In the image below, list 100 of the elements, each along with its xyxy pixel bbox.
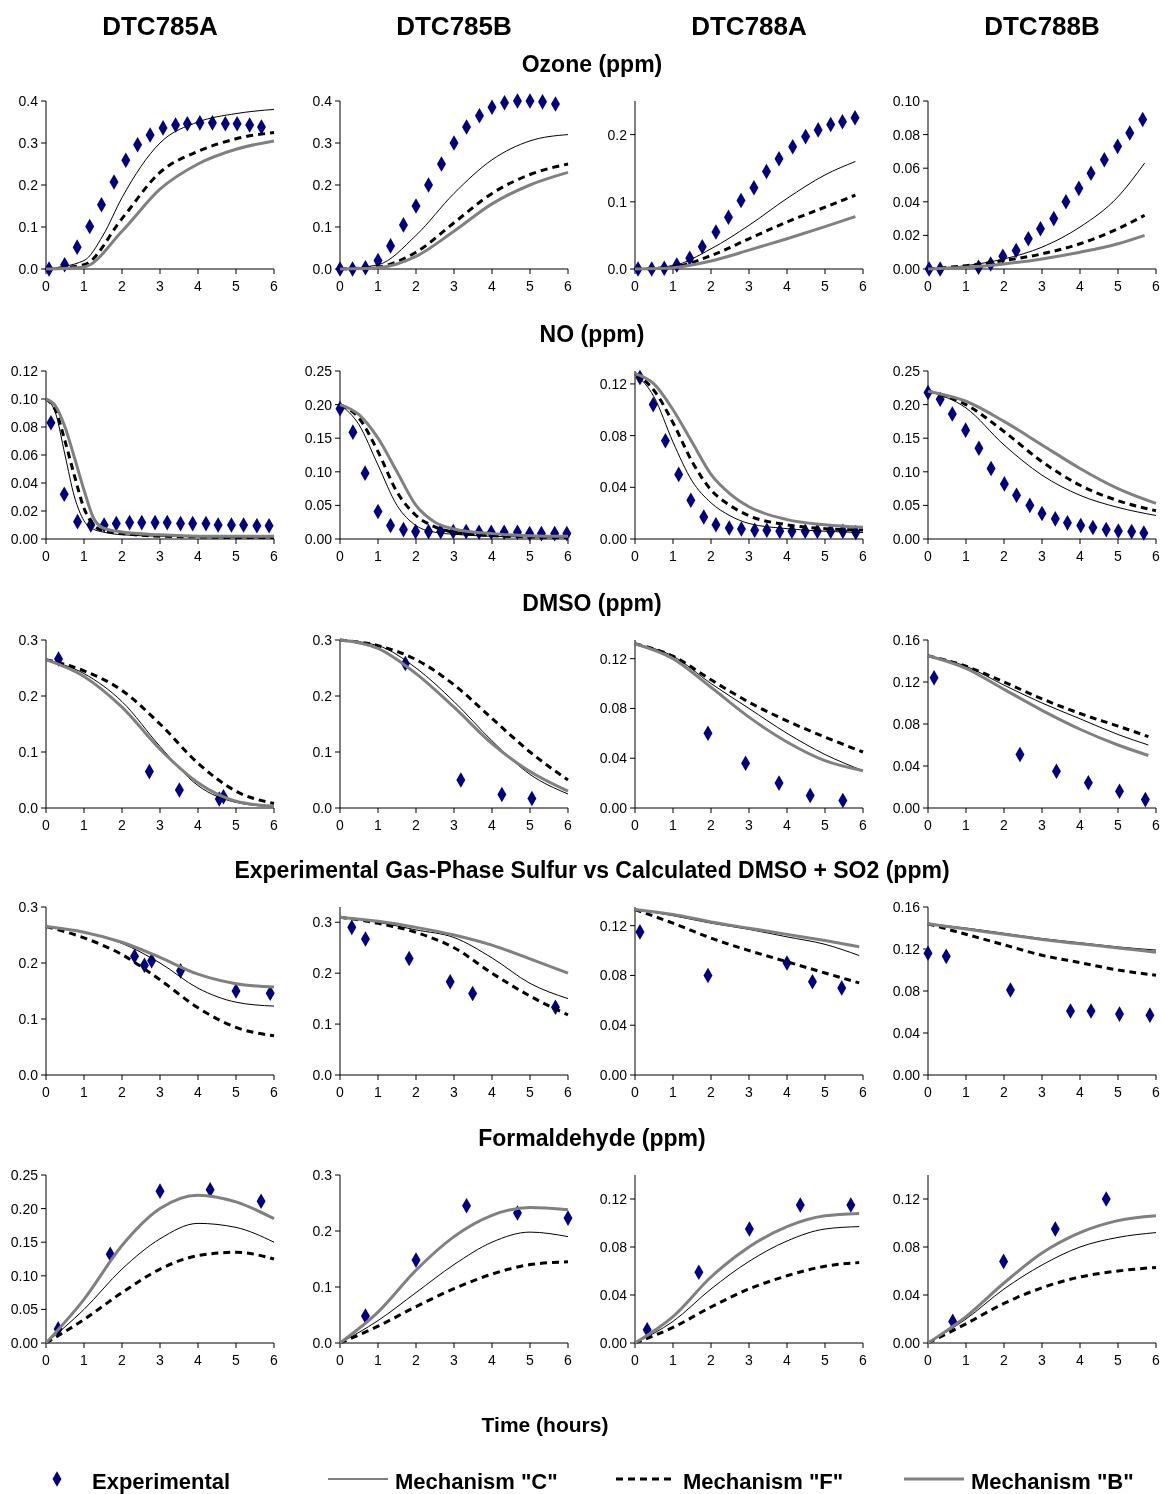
x-tick-label: 0	[631, 1352, 640, 1368]
y-tick-label: 0.2	[312, 176, 333, 193]
y-tick-label: 0.2	[18, 687, 39, 704]
x-tick-label: 4	[194, 1084, 203, 1100]
x-tick-label: 3	[156, 278, 165, 294]
y-tick-label: 0.20	[10, 1200, 39, 1217]
y-tick-label: 0.00	[599, 799, 628, 816]
x-tick-label: 5	[232, 817, 241, 833]
x-tick-label: 1	[80, 548, 89, 564]
y-tick-label: 0.15	[10, 1234, 39, 1251]
x-tick-label: 1	[962, 1084, 971, 1100]
chart-title: DTC788A	[691, 11, 808, 41]
x-tick-label: 2	[412, 817, 421, 833]
x-tick-label: 0	[336, 548, 345, 564]
x-tick-label: 2	[412, 548, 421, 564]
x-tick-label: 3	[156, 548, 165, 564]
y-tick-label: 0.20	[892, 396, 921, 413]
x-tick-label: 6	[1152, 817, 1161, 833]
x-tick-label: 6	[564, 817, 573, 833]
y-tick-label: 0.04	[892, 1286, 921, 1303]
y-tick-label: 0.0	[18, 799, 39, 816]
x-tick-label: 5	[526, 278, 535, 294]
y-tick-label: 0.4	[18, 92, 39, 109]
x-tick-label: 5	[232, 548, 241, 564]
x-tick-label: 3	[745, 817, 754, 833]
x-tick-label: 0	[631, 817, 640, 833]
y-tick-label: 0.08	[599, 1238, 628, 1255]
x-tick-label: 4	[1076, 1084, 1085, 1100]
x-tick-label: 4	[783, 548, 792, 564]
x-tick-label: 4	[783, 817, 792, 833]
x-tick-label: 4	[194, 1352, 203, 1368]
x-tick-label: 4	[194, 817, 203, 833]
y-tick-label: 0.08	[599, 700, 628, 717]
x-tick-label: 0	[42, 1084, 51, 1100]
y-tick-label: 0.3	[312, 1166, 333, 1183]
x-tick-label: 5	[821, 278, 830, 294]
y-tick-label: 0.16	[892, 898, 921, 915]
y-tick-label: 0.08	[892, 715, 921, 732]
x-tick-label: 3	[156, 817, 165, 833]
x-tick-label: 3	[745, 548, 754, 564]
y-tick-label: 0.25	[304, 362, 333, 379]
y-tick-label: 0.08	[892, 1238, 921, 1255]
x-tick-label: 5	[232, 1352, 241, 1368]
y-tick-label: 0.25	[10, 1166, 39, 1183]
y-tick-label: 0.3	[18, 134, 39, 151]
x-tick-label: 1	[80, 1352, 89, 1368]
y-tick-label: 0.00	[10, 1334, 39, 1351]
y-tick-label: 0.0	[312, 1334, 333, 1351]
x-tick-label: 0	[336, 278, 345, 294]
y-tick-label: 0.1	[18, 743, 39, 760]
x-tick-label: 6	[1152, 1084, 1161, 1100]
y-tick-label: 0.08	[892, 126, 921, 143]
x-tick-label: 2	[118, 278, 127, 294]
y-tick-label: 0.06	[892, 160, 921, 177]
x-tick-label: 6	[270, 278, 279, 294]
y-tick-label: 0.02	[10, 502, 39, 519]
x-tick-label: 2	[118, 548, 127, 564]
x-tick-label: 1	[962, 548, 971, 564]
x-tick-label: 0	[631, 548, 640, 564]
x-tick-label: 5	[821, 548, 830, 564]
x-tick-label: 4	[488, 278, 497, 294]
y-tick-label: 0.04	[599, 750, 628, 767]
y-tick-label: 0.10	[892, 463, 921, 480]
x-tick-label: 3	[450, 1084, 459, 1100]
y-tick-label: 0.00	[892, 1334, 921, 1351]
x-tick-label: 1	[374, 278, 383, 294]
y-tick-label: 0.04	[599, 1286, 628, 1303]
x-tick-label: 4	[783, 1084, 792, 1100]
y-tick-label: 0.08	[892, 982, 921, 999]
chart-subtitle: DMSO (ppm)	[522, 590, 662, 616]
y-tick-label: 0.00	[599, 1066, 628, 1083]
y-tick-label: 0.20	[304, 396, 333, 413]
y-tick-label: 0.1	[312, 1015, 333, 1032]
x-tick-label: 3	[156, 1352, 165, 1368]
y-tick-label: 0.05	[892, 497, 921, 514]
x-tick-label: 6	[564, 1084, 573, 1100]
y-tick-label: 0.00	[10, 530, 39, 547]
x-tick-label: 6	[564, 278, 573, 294]
y-tick-label: 0.2	[18, 176, 39, 193]
x-tick-label: 6	[859, 548, 868, 564]
y-tick-label: 0.15	[304, 430, 333, 447]
x-tick-label: 5	[1114, 817, 1123, 833]
y-tick-label: 0.0	[312, 799, 333, 816]
legend-label: Experimental	[92, 1468, 231, 1494]
x-tick-label: 1	[374, 1084, 383, 1100]
legend-label: Mechanism "B"	[971, 1468, 1134, 1494]
x-tick-label: 6	[859, 278, 868, 294]
y-tick-label: 0.04	[892, 193, 921, 210]
y-tick-label: 0.0	[607, 260, 628, 277]
y-tick-label: 0.12	[599, 917, 628, 934]
chart-subtitle: Ozone (ppm)	[521, 51, 663, 77]
x-tick-label: 2	[1000, 1352, 1009, 1368]
x-tick-label: 6	[859, 817, 868, 833]
y-tick-label: 0.12	[892, 1190, 921, 1207]
x-tick-label: 6	[1152, 1352, 1161, 1368]
y-tick-label: 0.12	[599, 375, 628, 392]
y-tick-label: 0.1	[607, 193, 628, 210]
y-tick-label: 0.00	[599, 1334, 628, 1351]
y-tick-label: 0.12	[599, 650, 628, 667]
x-tick-label: 1	[80, 817, 89, 833]
